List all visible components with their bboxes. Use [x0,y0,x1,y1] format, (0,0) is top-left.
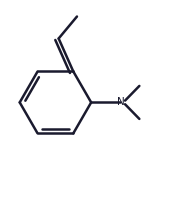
Text: N: N [117,97,125,107]
